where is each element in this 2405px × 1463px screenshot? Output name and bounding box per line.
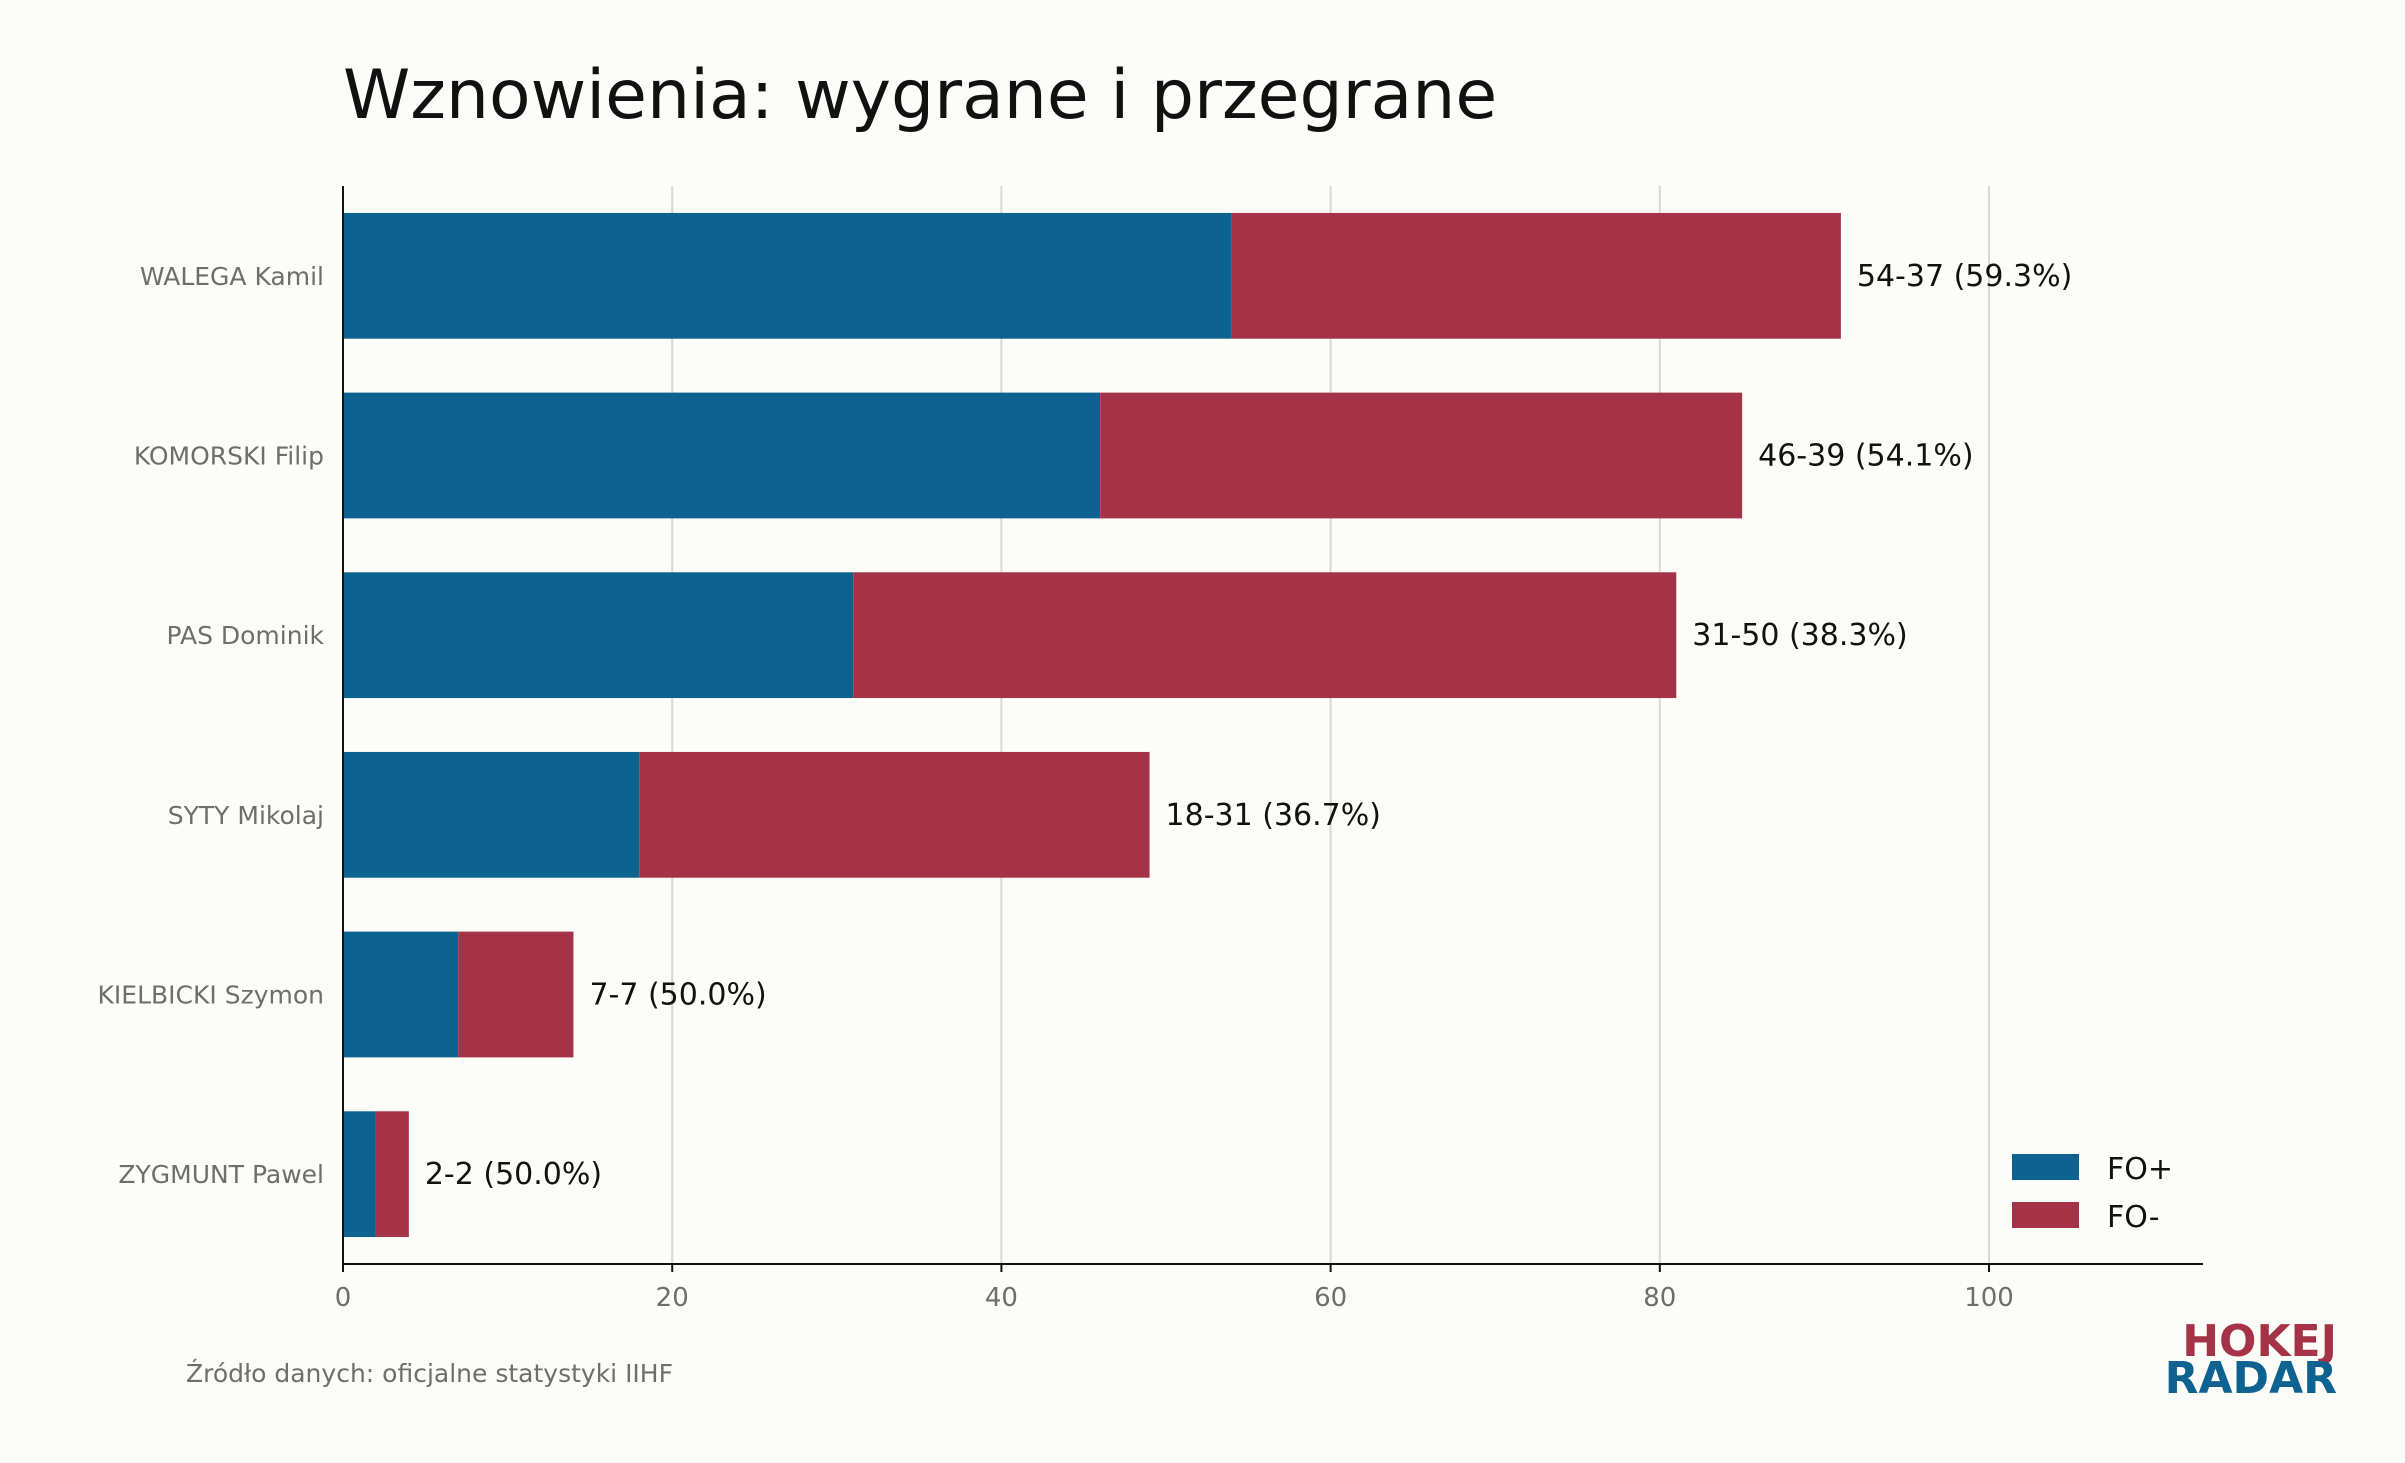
category-label: PAS Dominik bbox=[166, 621, 324, 650]
logo-line2: RADAR bbox=[2165, 1353, 2337, 1404]
bar-fo-plus bbox=[343, 751, 640, 878]
bar-fo-plus bbox=[343, 212, 1232, 339]
category-label: KIELBICKI Szymon bbox=[98, 981, 324, 1010]
bars bbox=[343, 212, 1841, 1238]
legend-swatch-fo-minus bbox=[2012, 1202, 2079, 1228]
category-label: ZYGMUNT Pawel bbox=[118, 1160, 324, 1189]
chart-title: Wznowienia: wygrane i przegrane bbox=[343, 56, 1497, 135]
data-label: 54-37 (59.3%) bbox=[1857, 259, 2072, 294]
data-label: 2-2 (50.0%) bbox=[425, 1157, 602, 1192]
bar-fo-minus bbox=[375, 1111, 409, 1238]
axes bbox=[342, 186, 2203, 1272]
x-tick-label: 100 bbox=[1964, 1283, 2014, 1313]
legend-label: FO- bbox=[2107, 1200, 2160, 1235]
bar-fo-minus bbox=[1231, 212, 1841, 339]
category-label: SYTY Mikolaj bbox=[168, 801, 324, 830]
labels: 0 20 40 60 80 100 WALEGA Kamil 54-37 (59.3%) KOM… bbox=[98, 259, 2073, 1313]
x-tick-label: 40 bbox=[985, 1283, 1018, 1313]
bar-fo-minus bbox=[458, 931, 574, 1058]
legend-swatch-fo-plus bbox=[2012, 1154, 2079, 1180]
grid bbox=[671, 186, 1991, 1264]
bar-fo-plus bbox=[343, 392, 1101, 519]
data-label: 46-39 (54.1%) bbox=[1758, 439, 1973, 474]
logo-line1: HOKEJ bbox=[2182, 1316, 2337, 1367]
legend-label: FO+ bbox=[2107, 1152, 2173, 1187]
x-tick-label: 80 bbox=[1643, 1283, 1676, 1313]
category-label: KOMORSKI Filip bbox=[134, 442, 324, 471]
legend: FO+ FO- bbox=[2012, 1152, 2173, 1235]
x-tick-label: 60 bbox=[1314, 1283, 1347, 1313]
bar-fo-plus bbox=[343, 1111, 376, 1238]
x-tick-label: 0 bbox=[335, 1283, 352, 1313]
bar-fo-minus bbox=[853, 572, 1677, 699]
data-label: 18-31 (36.7%) bbox=[1166, 798, 1381, 833]
data-label: 7-7 (50.0%) bbox=[589, 978, 766, 1013]
x-tick-label: 20 bbox=[656, 1283, 689, 1313]
bar-fo-minus bbox=[639, 751, 1150, 878]
data-label: 31-50 (38.3%) bbox=[1692, 618, 1907, 653]
bar-fo-plus bbox=[343, 572, 854, 699]
bar-fo-plus bbox=[343, 931, 459, 1058]
hokej-radar-logo: HOKEJ RADAR bbox=[2165, 1316, 2337, 1404]
bar-fo-minus bbox=[1100, 392, 1743, 519]
source-note: Źródło danych: oficjalne statystyki IIHF bbox=[186, 1359, 673, 1388]
category-label: WALEGA Kamil bbox=[140, 262, 324, 291]
